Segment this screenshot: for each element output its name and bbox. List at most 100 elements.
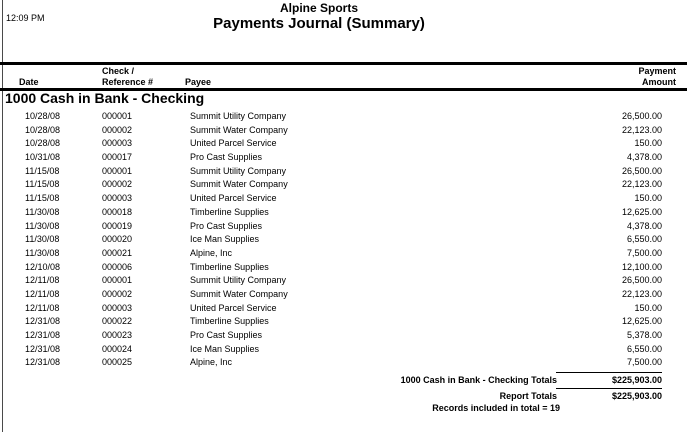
cell-payment-amount: 150.00 <box>634 302 662 313</box>
cell-date: 11/30/08 <box>25 206 60 217</box>
cell-check-number: 000024 <box>102 343 133 354</box>
table-row: 10/28/08 000001 Summit Utility Company 26,5… <box>0 110 687 124</box>
cell-date: 11/30/08 <box>25 220 60 231</box>
table-row: 12/11/08 000001 Summit Utility Company 26,5… <box>0 274 687 288</box>
cell-check-number: 000001 <box>102 111 133 121</box>
cell-check-number: 000020 <box>102 234 133 245</box>
cell-payment-amount: 12,625.00 <box>621 316 662 327</box>
column-header-payee: Payee <box>185 77 212 87</box>
table-row: 10/31/08 000017 Pro Cast Supplies 4,378.00 <box>0 151 687 165</box>
table-row: 12/10/08 000006 Timberline Supplies 12,100.… <box>0 261 687 275</box>
cell-check-number: 000006 <box>102 261 133 272</box>
table-row: 11/15/08 000002 Summit Water Company 22,123… <box>0 178 687 192</box>
cell-date: 12/10/08 <box>25 261 61 272</box>
table-row: 12/11/08 000003 United Parcel Service 150.0… <box>0 302 687 316</box>
cell-check-number: 000003 <box>102 302 133 313</box>
table-row: 10/28/08 000003 United Parcel Service 150.0… <box>0 137 687 151</box>
cell-date: 10/31/08 <box>25 152 61 163</box>
table-row: 12/31/08 000025 Alpine, Inc 7,500.00 <box>0 356 687 370</box>
cell-payee: Summit Water Company <box>190 179 288 190</box>
table-row: 11/15/08 000003 United Parcel Service 150.0… <box>0 192 687 206</box>
cell-date: 10/28/08 <box>25 111 61 121</box>
column-header-check-line1: Check / <box>102 66 135 76</box>
cell-date: 12/31/08 <box>25 357 61 368</box>
report-totals-label: Report Totals <box>499 391 557 401</box>
account-section-heading: 1000 Cash in Bank - Checking <box>5 90 205 106</box>
cell-check-number: 000021 <box>102 247 133 258</box>
cell-check-number: 000003 <box>102 138 133 149</box>
cell-date: 12/11/08 <box>25 288 60 299</box>
cell-payee: Alpine, Inc <box>190 247 233 258</box>
cell-date: 12/11/08 <box>25 275 60 286</box>
cell-payment-amount: 150.00 <box>634 193 662 204</box>
cell-payment-amount: 150.00 <box>634 138 662 149</box>
cell-check-number: 000018 <box>102 206 133 217</box>
cell-check-number: 000022 <box>102 316 133 327</box>
cell-payment-amount: 7,500.00 <box>626 357 662 368</box>
cell-check-number: 000002 <box>102 179 133 190</box>
cell-payee: Pro Cast Supplies <box>190 220 263 231</box>
cell-check-number: 000019 <box>102 220 133 231</box>
print-time: 12:09 PM <box>6 13 45 23</box>
table-row: 12/31/08 000023 Pro Cast Supplies 5,378.00 <box>0 329 687 343</box>
cell-payee: United Parcel Service <box>190 138 277 149</box>
table-row: 11/30/08 000020 Ice Man Supplies 6,550.00 <box>0 233 687 247</box>
cell-payee: Timberline Supplies <box>190 261 269 272</box>
cell-check-number: 000002 <box>102 288 133 299</box>
section-totals-amount: $225,903.00 <box>556 372 662 386</box>
cell-payee: Summit Water Company <box>190 288 288 299</box>
cell-payment-amount: 12,100.00 <box>621 261 662 272</box>
cell-payment-amount: 6,550.00 <box>626 234 662 245</box>
cell-payment-amount: 4,378.00 <box>626 220 662 231</box>
cell-payee: United Parcel Service <box>190 193 277 204</box>
journal-rows: 10/28/08 000001 Summit Utility Company 26,5… <box>0 110 687 370</box>
cell-payment-amount: 4,378.00 <box>626 152 662 163</box>
cell-check-number: 000001 <box>102 165 133 176</box>
report-header: Alpine Sports Payments Journal (Summary) <box>0 1 638 33</box>
cell-payment-amount: 26,500.00 <box>621 111 662 121</box>
cell-check-number: 000001 <box>102 275 133 286</box>
cell-check-number: 000017 <box>102 152 133 163</box>
cell-payee: Pro Cast Supplies <box>190 330 263 340</box>
cell-check-number: 000003 <box>102 193 133 204</box>
table-row: 11/30/08 000021 Alpine, Inc 7,500.00 <box>0 247 687 261</box>
table-row: 11/15/08 000001 Summit Utility Company 26,5… <box>0 165 687 179</box>
cell-payee: Alpine, Inc <box>190 357 233 368</box>
cell-payment-amount: 22,123.00 <box>621 124 662 135</box>
cell-payee: Summit Utility Company <box>190 275 287 286</box>
cell-date: 12/31/08 <box>25 316 61 327</box>
cell-payee: Pro Cast Supplies <box>190 152 263 163</box>
cell-check-number: 000002 <box>102 124 133 135</box>
cell-date: 12/11/08 <box>25 302 60 313</box>
column-header-amount-line1: Payment <box>638 66 676 76</box>
cell-payment-amount: 26,500.00 <box>621 275 662 286</box>
cell-payment-amount: 12,625.00 <box>621 206 662 217</box>
cell-date: 12/31/08 <box>25 343 61 354</box>
cell-date: 12/31/08 <box>25 330 61 340</box>
cell-payment-amount: 22,123.00 <box>621 288 662 299</box>
left-border-rule <box>2 0 3 432</box>
cell-check-number: 000023 <box>102 330 133 340</box>
cell-date: 11/15/08 <box>25 165 60 176</box>
cell-payment-amount: 7,500.00 <box>626 247 662 258</box>
cell-check-number: 000025 <box>102 357 133 368</box>
report-totals-amount: $225,903.00 <box>556 388 662 402</box>
cell-date: 11/15/08 <box>25 193 60 204</box>
cell-payment-amount: 6,550.00 <box>626 343 662 354</box>
section-totals-label: 1000 Cash in Bank - Checking Totals <box>400 375 557 385</box>
company-name: Alpine Sports <box>279 1 358 15</box>
table-row: 12/11/08 000002 Summit Water Company 22,123… <box>0 288 687 302</box>
table-row: 12/31/08 000022 Timberline Supplies 12,625.… <box>0 315 687 329</box>
column-header-band: Check / Payment Date Reference # Payee A… <box>0 62 687 91</box>
cell-payment-amount: 5,378.00 <box>626 330 662 340</box>
report-title: Payments Journal (Summary) <box>213 15 425 32</box>
cell-date: 10/28/08 <box>25 124 61 135</box>
table-row: 11/30/08 000018 Timberline Supplies 12,625.… <box>0 206 687 220</box>
cell-payee: Summit Water Company <box>190 124 288 135</box>
cell-payment-amount: 22,123.00 <box>621 179 662 190</box>
table-row: 11/30/08 000019 Pro Cast Supplies 4,378.00 <box>0 220 687 234</box>
cell-payee: Timberline Supplies <box>190 206 269 217</box>
table-row: 10/28/08 000002 Summit Water Company 22,123… <box>0 124 687 138</box>
cell-date: 11/30/08 <box>25 234 60 245</box>
